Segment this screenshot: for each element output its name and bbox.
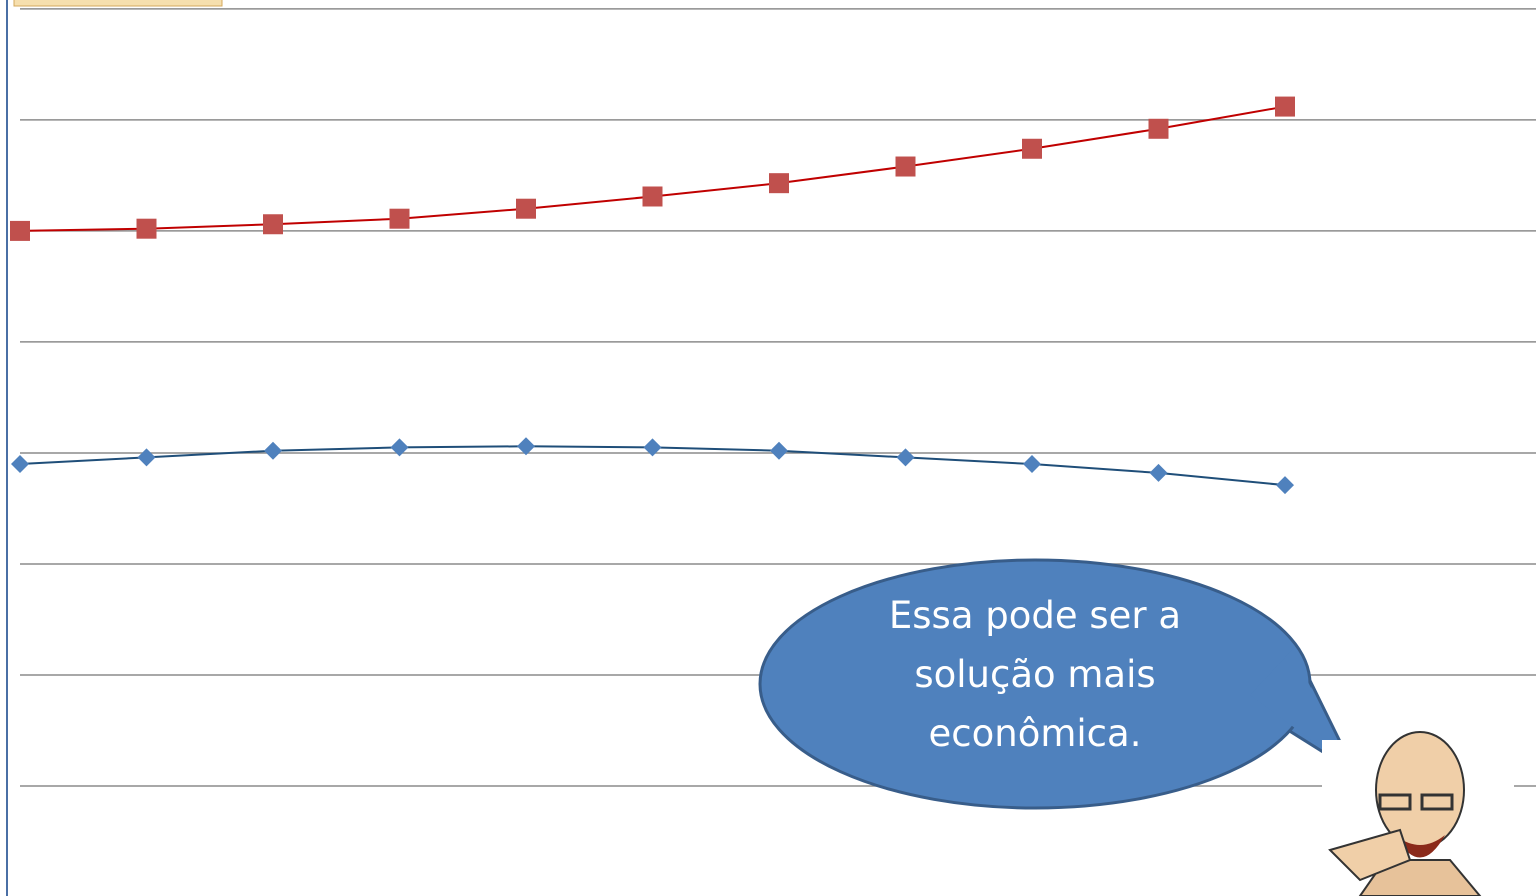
- series-line: [19, 105, 1286, 232]
- marker: [895, 156, 916, 177]
- marker: [1149, 463, 1168, 482]
- marker: [1275, 96, 1295, 117]
- marker: [137, 448, 156, 467]
- callout-text: econômica.: [929, 712, 1142, 755]
- marker: [264, 441, 282, 460]
- callout-text: Essa pode ser a: [889, 594, 1181, 637]
- callout-text: solução mais: [914, 653, 1155, 696]
- marker: [770, 441, 788, 460]
- cropped-box: [13, 0, 223, 7]
- character-head: [1375, 731, 1465, 849]
- marker: [643, 438, 662, 457]
- marker: [1022, 138, 1042, 159]
- marker: [1023, 455, 1041, 474]
- character-glasses: [1378, 793, 1412, 811]
- callout: Essa pode ser a solução mais econômica.: [758, 558, 1359, 810]
- marker: [389, 208, 410, 229]
- marker: [1148, 118, 1169, 139]
- marker: [769, 173, 789, 194]
- character-hand: [1328, 828, 1412, 882]
- marker: [896, 448, 915, 467]
- marker: [390, 438, 409, 457]
- marker: [1276, 476, 1294, 495]
- marker: [10, 220, 30, 241]
- character-glasses: [1420, 793, 1454, 811]
- marker: [11, 455, 29, 474]
- character: [1322, 731, 1514, 896]
- callout-bubble: [758, 558, 1312, 810]
- marker: [642, 186, 663, 207]
- marker: [517, 437, 535, 456]
- marker: [263, 214, 283, 235]
- plot: [10, 96, 1295, 495]
- marker: [516, 198, 536, 219]
- marker: [136, 218, 157, 239]
